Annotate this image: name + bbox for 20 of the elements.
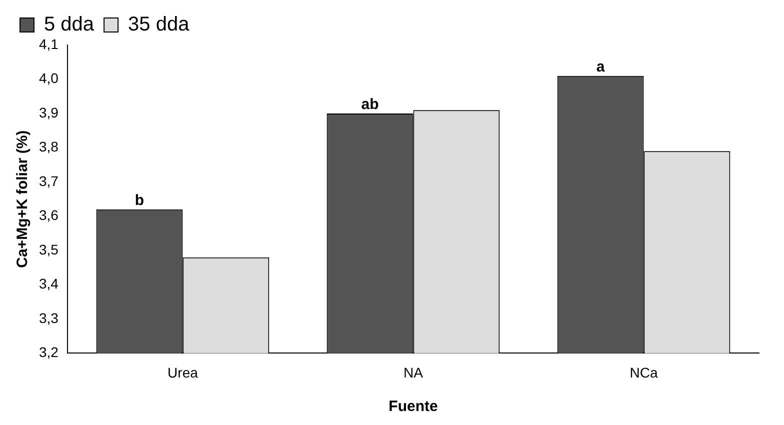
y-tick-label: 3,4 bbox=[38, 276, 59, 292]
y-tick-label: 3,2 bbox=[38, 344, 59, 360]
x-tick-label: NA bbox=[404, 364, 424, 380]
annotation: b bbox=[134, 192, 144, 210]
y-tick-label: 3,5 bbox=[38, 241, 59, 258]
y-tick-label: 3,3 bbox=[38, 310, 59, 326]
legend-label: 5 dda bbox=[44, 14, 95, 36]
y-tick-label: 4,0 bbox=[38, 70, 59, 86]
annotation: ab bbox=[361, 96, 379, 114]
y-tick-label: 4,1 bbox=[38, 36, 59, 52]
x-tick-label: Urea bbox=[168, 364, 198, 380]
y-tick-label: 3,8 bbox=[38, 138, 59, 155]
legend-label: 35 dda bbox=[128, 14, 190, 36]
x-tick-label: NCa bbox=[630, 364, 658, 380]
annotation: a bbox=[596, 58, 606, 76]
y-tick-label: 3,7 bbox=[38, 172, 59, 189]
y-tick-label: 3,6 bbox=[38, 207, 59, 224]
y-tick-label: 3,9 bbox=[38, 104, 59, 120]
x-axis-title: Fuente bbox=[388, 398, 438, 416]
y-axis-title: Ca+Mg+K foliar (%) bbox=[14, 130, 32, 268]
